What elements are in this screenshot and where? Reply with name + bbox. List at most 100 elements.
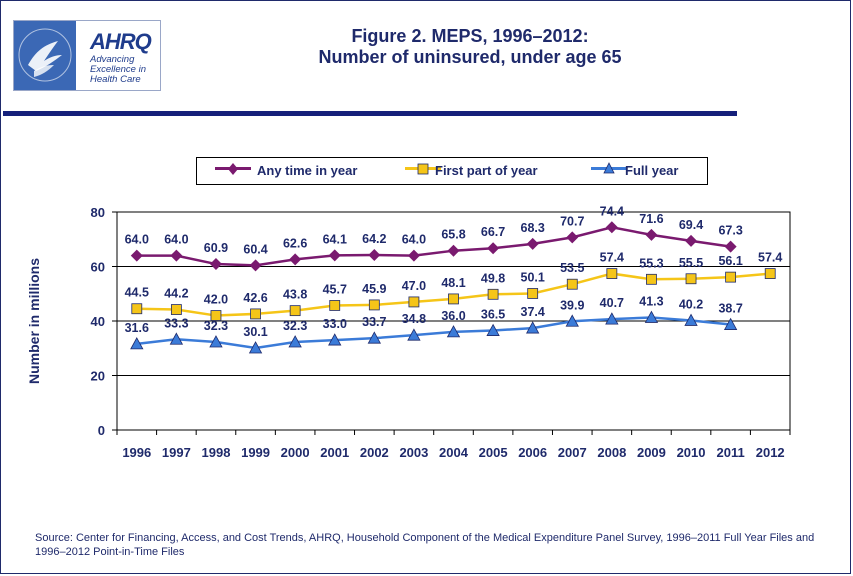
- data-point-square: [527, 288, 539, 299]
- data-point-square: [250, 308, 261, 320]
- data-point-square: [329, 300, 341, 311]
- data-point-triangle: [486, 323, 500, 336]
- x-tick-label: 1998: [202, 445, 231, 460]
- x-tick-label: 1997: [162, 445, 191, 460]
- tagline-line-1: Advancing: [90, 54, 135, 65]
- data-point-diamond: [645, 228, 658, 241]
- figure-title: Figure 2. MEPS, 1996–2012: Number of uni…: [200, 26, 740, 68]
- data-label: 41.3: [639, 294, 663, 308]
- data-point-diamond: [447, 244, 460, 257]
- data-point-triangle: [723, 317, 738, 330]
- data-label: 65.8: [441, 228, 465, 242]
- data-point-square: [368, 299, 380, 311]
- data-point-square: [566, 278, 578, 290]
- x-tick-label: 2001: [320, 445, 349, 460]
- square-marker-icon: [417, 163, 429, 175]
- source-note: Source: Center for Financing, Access, an…: [35, 532, 815, 558]
- data-point-diamond: [685, 234, 698, 247]
- data-label: 57.4: [758, 251, 782, 265]
- x-tick-label: 2009: [637, 445, 666, 460]
- data-label: 64.1: [323, 232, 347, 246]
- line-chart: 0 20 40 60 80 1996 1997 1998 1999 2000 2001 2002 200…: [26, 204, 791, 460]
- data-point-diamond: [368, 249, 381, 262]
- data-label: 33.0: [323, 317, 347, 331]
- data-label: 48.1: [441, 276, 465, 290]
- x-tick-label: 2000: [281, 445, 310, 460]
- data-label: 40.7: [600, 296, 624, 310]
- data-label: 37.4: [521, 305, 545, 319]
- data-point-triangle: [446, 325, 461, 338]
- x-tick-label: 2011: [717, 445, 745, 460]
- data-point-diamond: [209, 258, 222, 271]
- data-label: 36.0: [441, 309, 465, 323]
- data-label: 68.3: [521, 221, 545, 235]
- x-tick-label: 2004: [439, 445, 469, 460]
- data-point-diamond: [289, 253, 302, 266]
- data-label: 55.5: [679, 256, 703, 270]
- legend-label-full-year: Full year: [625, 163, 679, 178]
- data-label: 56.1: [718, 254, 742, 268]
- data-label: 47.0: [402, 279, 426, 293]
- data-point-triangle: [605, 312, 619, 325]
- data-point-triangle: [367, 331, 381, 344]
- data-label: 33.7: [362, 315, 386, 329]
- data-label: 66.7: [481, 225, 505, 239]
- data-point-triangle: [328, 333, 342, 346]
- x-tick-label: 2010: [677, 445, 706, 460]
- data-label: 60.4: [243, 242, 267, 256]
- y-tick-label: 0: [98, 423, 105, 438]
- chart-legend: Any time in year First part of year Full…: [196, 157, 708, 185]
- data-label: 57.4: [600, 251, 624, 265]
- data-point-triangle: [407, 328, 421, 341]
- data-point-diamond: [249, 259, 262, 272]
- data-point-square: [764, 268, 776, 279]
- data-point-triangle: [684, 313, 698, 326]
- data-point-diamond: [724, 240, 737, 253]
- x-tick-label: 2007: [558, 445, 587, 460]
- data-label: 32.3: [283, 319, 307, 333]
- data-point-diamond: [566, 231, 579, 244]
- data-label: 42.0: [204, 293, 228, 307]
- y-tick-label: 80: [91, 205, 105, 220]
- data-point-square: [408, 296, 420, 308]
- data-label: 50.1: [521, 270, 545, 284]
- data-point-triangle: [169, 332, 184, 345]
- hhs-seal: [14, 21, 76, 90]
- data-label: 64.0: [402, 233, 426, 247]
- data-point-square: [289, 305, 301, 317]
- ahrq-logo: AHRQ Advancing Excellence in Health Care: [13, 20, 161, 91]
- data-point-diamond: [526, 237, 539, 250]
- data-label: 45.7: [323, 282, 347, 296]
- data-label: 71.6: [639, 212, 663, 226]
- data-label: 43.8: [283, 288, 307, 302]
- data-label: 67.3: [718, 224, 742, 238]
- x-tick-label: 2002: [360, 445, 389, 460]
- series-line: [136, 225, 731, 267]
- tagline-line-2: Excellence in: [90, 64, 146, 75]
- data-point-triangle: [644, 310, 659, 323]
- data-label: 53.5: [560, 261, 584, 275]
- data-label: 38.7: [718, 302, 742, 316]
- data-point-square: [210, 310, 222, 321]
- data-point-triangle: [288, 335, 302, 348]
- data-point-square: [131, 303, 143, 315]
- ahrq-wordmark: AHRQ: [90, 29, 152, 54]
- data-point-triangle: [209, 335, 223, 348]
- data-label: 44.5: [125, 286, 149, 300]
- data-point-diamond: [328, 249, 341, 262]
- data-label: 64.0: [125, 233, 149, 247]
- data-point-triangle: [130, 337, 144, 350]
- x-tick-label: 1999: [241, 445, 270, 460]
- title-line-1: Figure 2. MEPS, 1996–2012:: [351, 26, 589, 46]
- x-tick-label: 2012: [756, 445, 785, 460]
- data-label: 64.0: [164, 233, 188, 247]
- triangle-marker-icon: [603, 162, 615, 174]
- data-label: 33.3: [164, 316, 188, 330]
- x-tick-label: 2005: [479, 445, 508, 460]
- data-label: 62.6: [283, 236, 307, 250]
- tagline-line-3: Health Care: [90, 74, 141, 85]
- x-tick-label: 2006: [518, 445, 547, 460]
- y-axis-title: Number in millions: [26, 258, 42, 384]
- data-label: 30.1: [243, 325, 267, 339]
